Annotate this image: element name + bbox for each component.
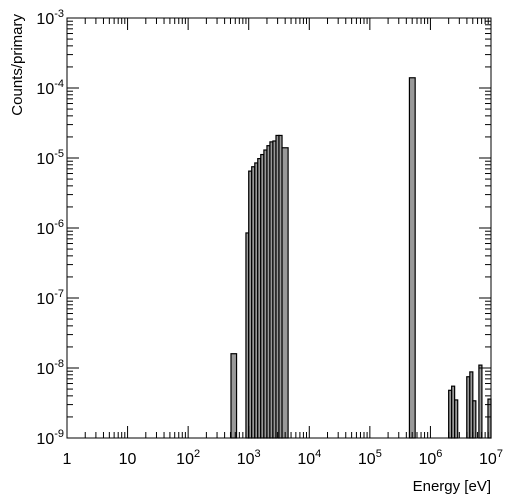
y-tick-exponent: -5: [54, 148, 64, 160]
x-axis-ticks: [66, 18, 489, 438]
y-axis-title: Counts/primary: [9, 14, 26, 116]
histogram-bar-0: [230, 353, 238, 439]
x-tick-label: 10: [119, 451, 137, 468]
y-tick-base: 10: [36, 221, 54, 238]
x-tick-exponent: 7: [497, 448, 503, 460]
x-tick-exponent: 2: [194, 448, 200, 460]
y-tick-exponent: -4: [54, 78, 64, 90]
histogram-bar-17: [454, 399, 459, 439]
y-tick-base: 10: [36, 81, 54, 98]
y-tick-exponent: -3: [54, 8, 64, 20]
x-tick-exponent: 4: [315, 448, 321, 460]
y-tick-base: 10: [36, 361, 54, 378]
y-tick-label: 10-9: [36, 428, 64, 448]
x-tick-exponent: 6: [436, 448, 442, 460]
y-tick-base: 10: [36, 291, 54, 308]
y-tick-label: 10-3: [36, 8, 64, 28]
histogram-bar-20: [472, 400, 477, 439]
y-tick-label: 10-7: [36, 288, 64, 308]
y-tick-label: 10-5: [36, 148, 64, 168]
y-tick-label: 10-6: [36, 218, 64, 238]
y-tick-base: 10: [36, 11, 54, 28]
plot-frame: [66, 17, 492, 439]
y-tick-exponent: -6: [54, 218, 64, 230]
x-tick-exponent: 3: [255, 448, 261, 460]
y-tick-base: 10: [36, 431, 54, 448]
x-tick-exponent: 5: [376, 448, 382, 460]
histogram-bar-13: [281, 147, 289, 439]
y-tick-label: 10-4: [36, 78, 64, 98]
histogram-bar-14: [408, 77, 416, 439]
y-tick-base: 10: [36, 151, 54, 168]
y-tick-exponent: -9: [54, 428, 64, 440]
x-tick-label: 1: [63, 451, 72, 468]
x-axis-tick-labels: 1 10 102 103 104 105 106 107: [63, 448, 503, 468]
y-axis-ticks: [67, 20, 491, 439]
histogram-bar-21: [478, 364, 483, 439]
x-axis-title: Energy [eV]: [413, 478, 491, 495]
y-axis-tick-labels: 10-910-810-710-610-510-410-3: [36, 8, 64, 448]
y-tick-exponent: -8: [54, 358, 64, 370]
y-tick-exponent: -7: [54, 288, 64, 300]
y-tick-label: 10-8: [36, 358, 64, 378]
